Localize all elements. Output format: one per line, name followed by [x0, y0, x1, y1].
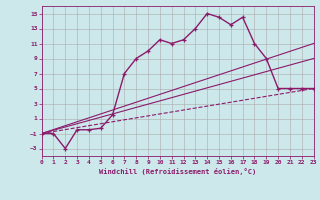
X-axis label: Windchill (Refroidissement éolien,°C): Windchill (Refroidissement éolien,°C) [99, 168, 256, 175]
